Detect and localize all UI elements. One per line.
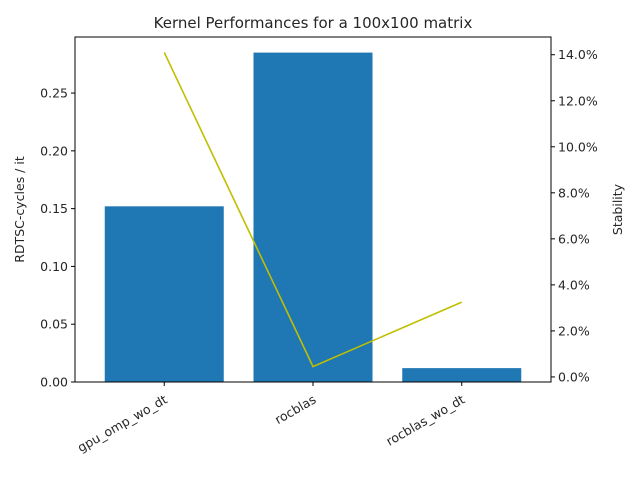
- y-axis-label: RDTSC-cycles / it: [12, 156, 27, 263]
- chart-title: Kernel Performances for a 100x100 matrix: [154, 14, 473, 32]
- bar-gpu_omp_wo_dt: [104, 206, 224, 382]
- y2-tick-label: 2.0%: [558, 323, 590, 338]
- line-layer: [163, 52, 463, 368]
- x-axis: gpu_omp_wo_dt rocblas rocblas_wo_dt: [75, 382, 467, 456]
- y-tick-label: 0.15: [40, 201, 68, 216]
- y-tick-label: 0.10: [40, 259, 68, 274]
- y2-tick-label: 4.0%: [558, 277, 590, 292]
- y-tick-label: 0.05: [40, 317, 68, 332]
- y2-tick-label: 14.0%: [558, 47, 598, 62]
- y2-tick-label: 0.0%: [558, 369, 590, 384]
- y-tick-label: 0.00: [40, 375, 68, 390]
- y2-axis-label: Stability: [610, 183, 625, 235]
- x-tick-label: rocblas_wo_dt: [383, 392, 467, 449]
- y-tick-label: 0.20: [40, 143, 68, 158]
- y-tick-label: 0.25: [40, 86, 68, 101]
- left-axis: 0.00 0.05 0.10 0.15 0.20 0.25: [40, 86, 75, 390]
- bar-rocblas_wo_dt: [402, 368, 522, 382]
- x-tick-label: rocblas: [272, 392, 318, 427]
- y2-tick-label: 6.0%: [558, 231, 590, 246]
- bar-rocblas: [253, 52, 373, 382]
- y2-tick-label: 12.0%: [558, 93, 598, 108]
- x-tick-label: gpu_omp_wo_dt: [75, 392, 170, 456]
- y2-tick-label: 10.0%: [558, 139, 598, 154]
- y2-tick-label: 8.0%: [558, 185, 590, 200]
- right-axis: 0.0% 2.0% 4.0% 6.0% 8.0% 10.0% 12.0% 14.0%: [551, 47, 598, 384]
- bars-layer: [104, 52, 522, 382]
